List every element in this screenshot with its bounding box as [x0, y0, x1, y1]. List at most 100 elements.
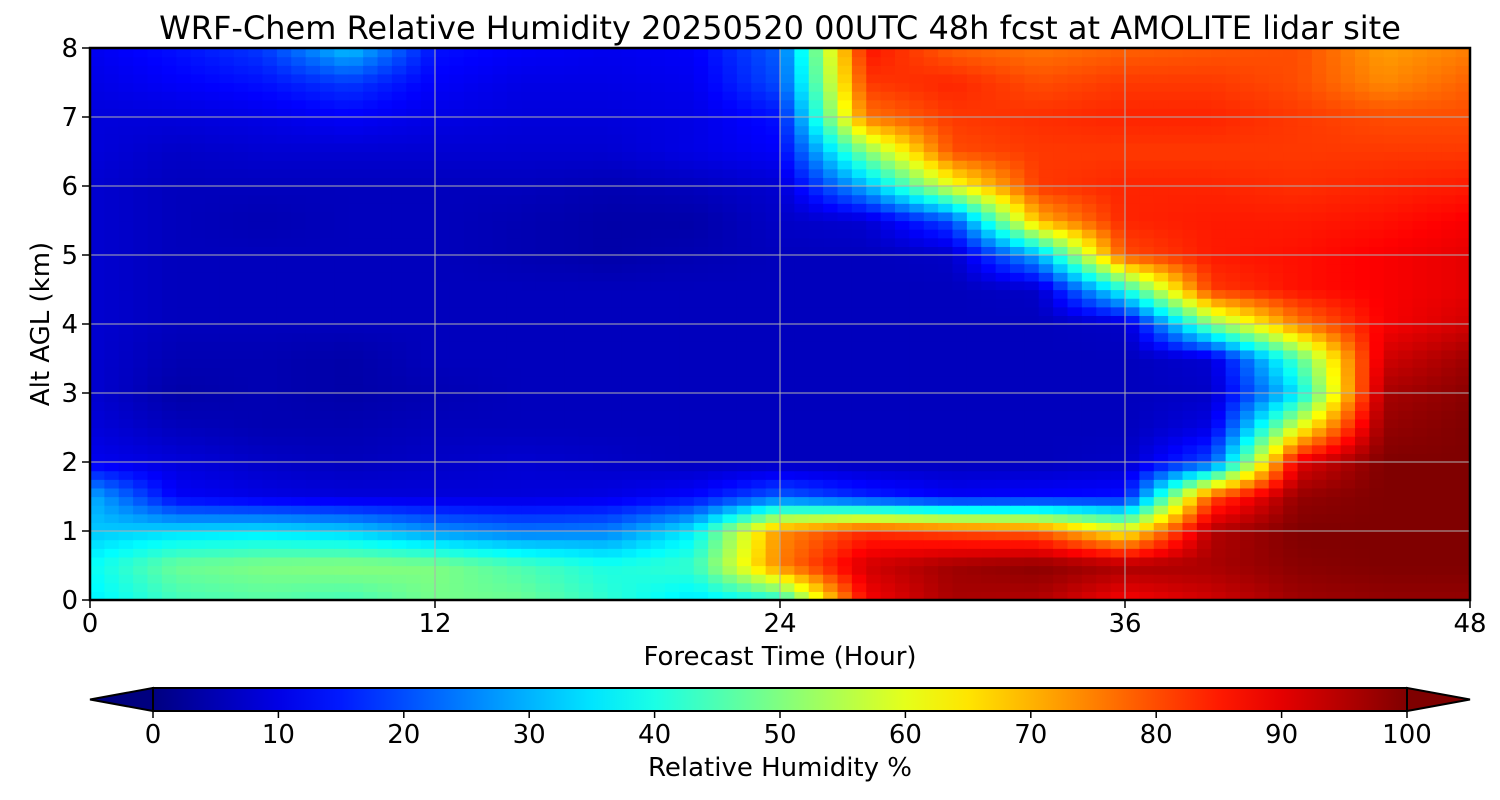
heatmap-cell	[1125, 358, 1140, 368]
heatmap-cell	[650, 177, 666, 187]
heatmap-cell	[1010, 479, 1025, 489]
heatmap-cell	[938, 462, 954, 472]
heatmap-cell	[1426, 237, 1442, 247]
heatmap-cell	[463, 263, 479, 273]
heatmap-cell	[722, 444, 738, 454]
heatmap-cell	[248, 332, 264, 342]
heatmap-cell	[550, 177, 565, 187]
heatmap-cell	[607, 401, 623, 411]
heatmap-cell	[276, 401, 292, 411]
heatmap-cell	[1283, 436, 1299, 446]
heatmap-cell	[794, 548, 810, 558]
heatmap-cell	[1340, 444, 1356, 454]
heatmap-cell	[406, 358, 422, 368]
heatmap-cell	[607, 237, 623, 247]
heatmap-cell	[521, 298, 537, 308]
heatmap-cell	[550, 453, 565, 463]
heatmap-cell	[291, 401, 307, 411]
heatmap-cell	[104, 401, 120, 411]
heatmap-cell	[981, 505, 997, 515]
heatmap-cell	[665, 349, 680, 360]
heatmap-cell	[276, 591, 292, 600]
heatmap-cell	[1369, 177, 1385, 187]
heatmap-cell	[377, 479, 393, 489]
heatmap-cell	[1383, 574, 1399, 584]
heatmap-cell	[564, 462, 580, 472]
heatmap-cell	[1426, 487, 1442, 498]
heatmap-cell	[736, 574, 752, 584]
heatmap-cell	[1369, 393, 1385, 403]
heatmap-cell	[190, 315, 206, 325]
heatmap-cell	[190, 393, 206, 403]
heatmap-cell	[607, 496, 623, 506]
heatmap-cell	[1412, 375, 1428, 385]
heatmap-cell	[751, 591, 767, 600]
heatmap-cell	[794, 531, 810, 541]
heatmap-cell	[1455, 574, 1470, 584]
heatmap-cell	[736, 548, 752, 558]
heatmap-cell	[550, 349, 565, 360]
heatmap-cell	[722, 453, 738, 463]
heatmap-cell	[1024, 591, 1040, 600]
heatmap-cell	[1311, 496, 1327, 506]
heatmap-cell	[736, 487, 752, 498]
heatmap-cell	[219, 496, 235, 506]
heatmap-cell	[1283, 539, 1299, 549]
heatmap-cell	[1211, 574, 1227, 584]
heatmap-cell	[1441, 306, 1457, 316]
heatmap-cell	[636, 315, 652, 325]
heatmap-cell	[1412, 539, 1428, 549]
heatmap-cell	[233, 324, 249, 334]
heatmap-cell	[391, 298, 407, 308]
heatmap-cell	[1240, 203, 1255, 213]
heatmap-cell	[1369, 565, 1385, 575]
heatmap-cell	[1010, 272, 1025, 282]
heatmap-cell	[995, 220, 1011, 230]
heatmap-cell	[1038, 591, 1054, 600]
heatmap-cell	[248, 531, 264, 541]
heatmap-cell	[593, 211, 609, 222]
heatmap-cell	[880, 324, 896, 334]
heatmap-cell	[147, 263, 163, 273]
heatmap-cell	[463, 591, 479, 600]
heatmap-cell	[1153, 177, 1169, 187]
heatmap-cell	[736, 591, 752, 600]
heatmap-cell	[923, 556, 939, 567]
heatmap-cell	[650, 418, 666, 429]
heatmap-cell	[1053, 298, 1069, 308]
heatmap-cell	[1211, 505, 1227, 515]
heatmap-cell	[521, 539, 537, 549]
heatmap-cell	[550, 410, 565, 420]
heatmap-cell	[578, 358, 594, 368]
heatmap-cell	[895, 556, 910, 567]
heatmap-cell	[578, 194, 594, 204]
heatmap-cell	[1024, 341, 1040, 351]
heatmap-cell	[190, 574, 206, 584]
heatmap-cell	[118, 289, 134, 299]
heatmap-cell	[276, 246, 292, 256]
heatmap-cell	[147, 220, 163, 230]
heatmap-cell	[104, 556, 120, 567]
heatmap-cell	[1340, 556, 1356, 567]
heatmap-cell	[765, 246, 781, 256]
heatmap-cell	[147, 324, 163, 334]
heatmap-cell	[104, 324, 120, 334]
heatmap-cell	[1369, 548, 1385, 558]
heatmap-cell	[751, 470, 767, 480]
heatmap-cell	[449, 358, 465, 368]
heatmap-cell	[1455, 211, 1470, 222]
heatmap-cell	[161, 444, 177, 454]
heatmap-cell	[320, 280, 335, 291]
heatmap-cell	[607, 367, 623, 377]
heatmap-cell	[851, 220, 867, 230]
heatmap-cell	[535, 462, 551, 472]
heatmap-cell	[176, 237, 192, 247]
heatmap-cell	[535, 349, 551, 360]
heatmap-cell	[1139, 436, 1155, 446]
heatmap-cell	[205, 246, 220, 256]
heatmap-cell	[1024, 444, 1040, 454]
heatmap-cell	[1441, 410, 1457, 420]
heatmap-cell	[665, 203, 680, 213]
heatmap-cell	[1196, 453, 1212, 463]
heatmap-cell	[1398, 367, 1414, 377]
